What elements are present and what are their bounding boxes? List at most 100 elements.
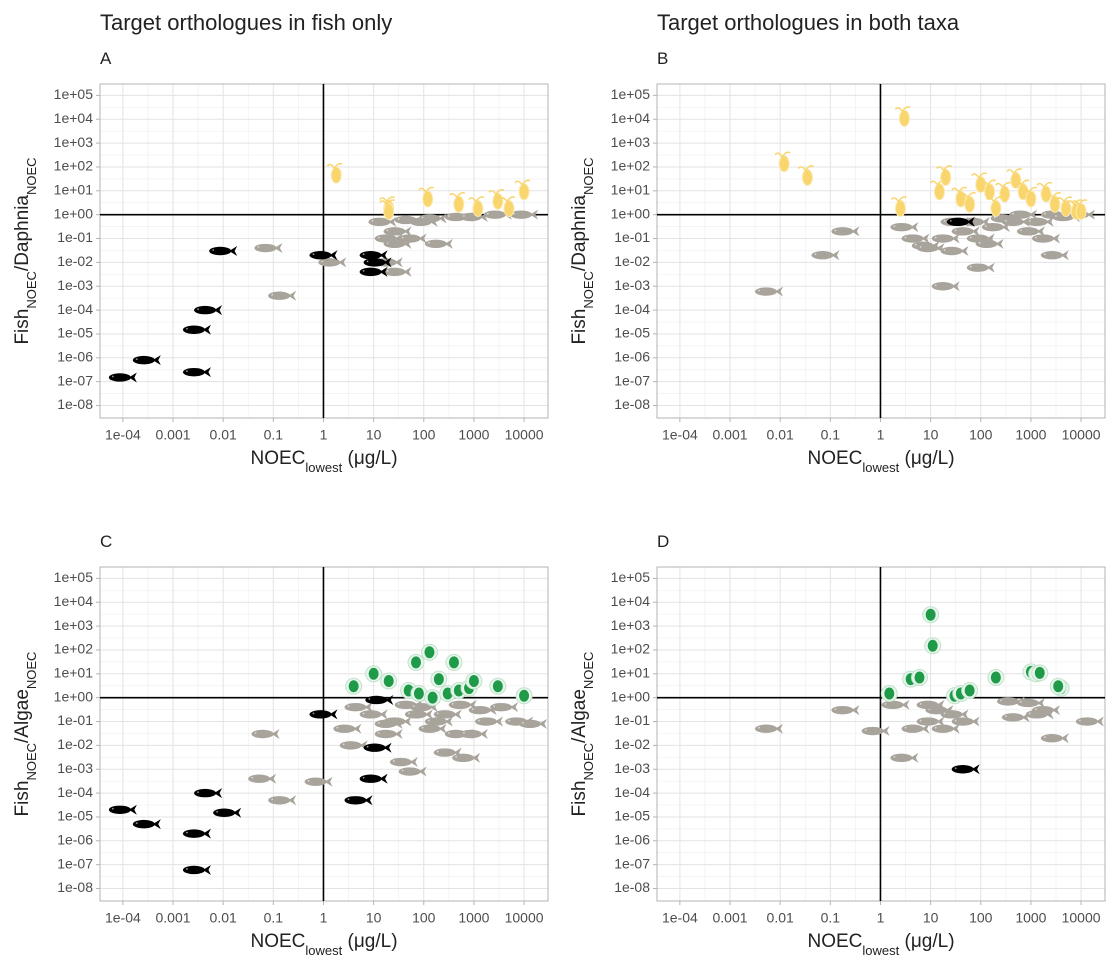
daphnia-antenna <box>418 186 435 193</box>
daphnia-body <box>383 202 395 220</box>
fish-eye <box>1000 699 1002 702</box>
fish-eye <box>362 269 365 272</box>
fish-tail <box>268 773 277 784</box>
fish-eye <box>522 721 524 724</box>
fish-body <box>452 753 475 763</box>
data-point <box>108 804 137 815</box>
y-tick-label: 1e+03 <box>54 617 94 633</box>
fish-body <box>268 291 291 300</box>
data-point <box>797 165 814 186</box>
x-tick-label: 100 <box>412 910 436 926</box>
fish-tail <box>394 257 403 268</box>
fish-body <box>483 210 506 219</box>
y-tick-label: 1e-06 <box>614 349 650 365</box>
daphnia-antenna <box>379 196 396 202</box>
fish-body <box>1016 698 1039 708</box>
data-point <box>1032 705 1061 716</box>
fish-eye <box>111 375 114 378</box>
x-tick-label: 10 <box>366 427 382 443</box>
y-tick-label: 1e+04 <box>611 110 651 126</box>
daphnia-body <box>503 199 515 217</box>
fish-eye <box>969 265 972 268</box>
fish-eye <box>197 308 199 310</box>
data-point <box>410 684 428 702</box>
y-tick-label: 1e-07 <box>57 372 93 388</box>
fish-body <box>966 263 989 272</box>
fish-body <box>194 305 217 315</box>
daphnia-antenna <box>995 181 1012 188</box>
data-point <box>518 718 547 729</box>
x-tick-label: 10 <box>923 427 939 443</box>
daphnia-antenna <box>797 165 814 171</box>
x-tick-label: 0.1 <box>264 910 284 926</box>
fish-body <box>861 726 884 736</box>
fish-tail <box>951 723 960 734</box>
fish-body <box>831 705 854 715</box>
y-tick-label: 1e+05 <box>611 569 651 585</box>
y-tick-label: 1e+03 <box>611 617 651 633</box>
fish-eye <box>186 327 188 330</box>
fish-eye <box>216 810 219 813</box>
fish-eye <box>949 219 952 222</box>
fish-body <box>1032 705 1055 715</box>
data-point <box>182 324 211 335</box>
fish-body <box>363 743 386 752</box>
fish-eye <box>943 712 946 715</box>
fish-body <box>398 767 421 776</box>
data-point <box>831 226 860 237</box>
fish-eye <box>386 269 389 272</box>
fish-tail <box>271 729 280 739</box>
fish-body <box>890 222 913 232</box>
algae-cell <box>1053 680 1064 693</box>
daphnia-body <box>472 199 484 217</box>
fish-eye <box>1012 212 1015 215</box>
fish-body <box>213 808 236 817</box>
axis-title-part: NOEC <box>24 271 39 309</box>
fish-eye <box>1035 236 1037 239</box>
y-tick-label: 1e-02 <box>614 253 650 269</box>
axis-title-part: NOEC <box>24 157 39 195</box>
data-point <box>986 196 1003 217</box>
y-tick-label: 1e+03 <box>611 134 651 150</box>
x-tick-label: 1000 <box>1015 427 1046 443</box>
fish-eye <box>312 253 315 256</box>
data-point <box>1025 216 1054 227</box>
data-point <box>380 672 398 690</box>
daphnia-antenna <box>514 179 531 186</box>
fish-tail <box>394 718 403 729</box>
axis-title-part: (μg/L) <box>342 448 397 469</box>
fish-body <box>468 705 491 715</box>
x-tick-label: 10000 <box>1062 910 1101 926</box>
data-point <box>326 162 343 184</box>
data-point <box>132 355 161 366</box>
y-tick-label: 1e-05 <box>57 808 93 824</box>
fish-eye <box>954 767 957 770</box>
fish-tail <box>353 723 362 734</box>
data-point <box>489 677 507 695</box>
fish-tail <box>329 250 338 261</box>
data-point <box>318 257 347 268</box>
axis-title-part: NOEC <box>581 157 596 195</box>
fish-tail <box>530 209 539 220</box>
y-tick-label: 1e-07 <box>57 855 93 871</box>
data-point <box>931 233 960 244</box>
fish-body <box>309 710 332 719</box>
fish-tail <box>936 699 945 710</box>
y-tick-label: 1e+02 <box>54 641 94 657</box>
fish-tail <box>1060 250 1069 261</box>
fish-body <box>374 234 397 243</box>
y-tick-label: 1e-01 <box>614 229 650 245</box>
data-point <box>1016 697 1045 708</box>
y-tick-label: 1e-06 <box>57 832 93 848</box>
data-point <box>445 653 463 671</box>
data-point <box>1056 196 1073 217</box>
fish-eye <box>919 719 922 722</box>
data-point <box>946 216 975 227</box>
data-point <box>940 709 969 720</box>
fish-tail <box>444 716 453 727</box>
x-tick-label: 10 <box>366 910 382 926</box>
data-point <box>465 672 483 690</box>
algae-cell <box>964 684 975 697</box>
column-title: Target orthologues in both taxa <box>657 10 960 35</box>
fish-body <box>132 355 155 365</box>
